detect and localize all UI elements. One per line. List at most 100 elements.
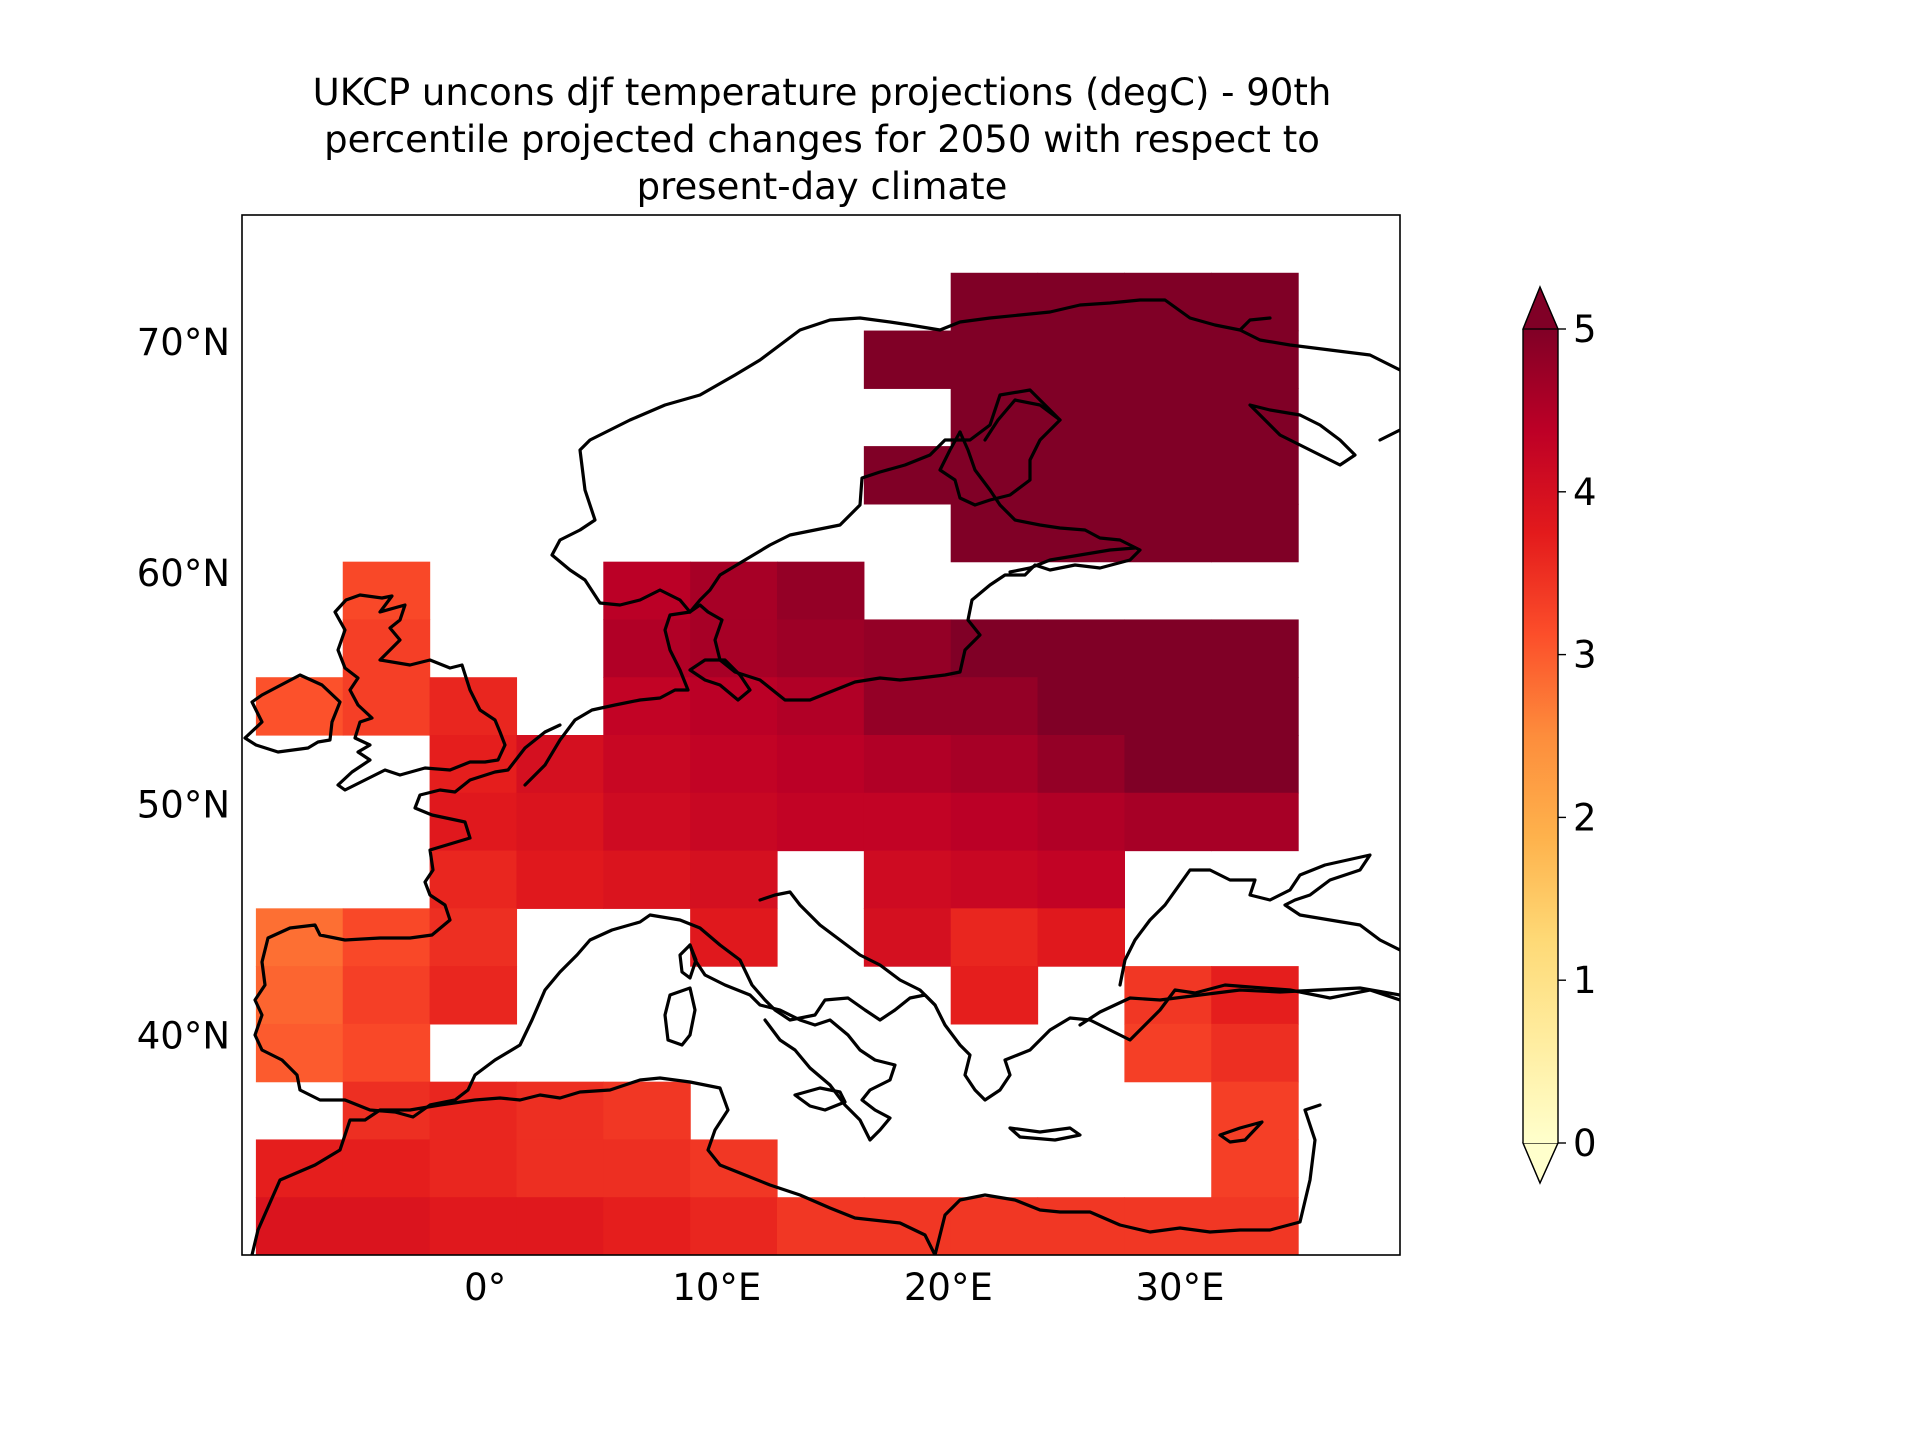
- longitude-tick-labels: 0° 10°E 20°E 30°E: [464, 1266, 1224, 1309]
- grid-cell: [950, 619, 1039, 678]
- grid-cell: [950, 388, 1039, 447]
- longitude-tick-label: 10°E: [672, 1266, 761, 1309]
- grid-cell: [776, 792, 865, 852]
- grid-cell: [863, 619, 952, 678]
- grid-cell: [342, 1197, 431, 1255]
- grid-cell: [863, 735, 952, 794]
- grid-cell: [950, 330, 1039, 389]
- grid-cell: [776, 619, 865, 678]
- grid-cell: [603, 1197, 691, 1255]
- grid-cell: [1037, 735, 1125, 794]
- grid-cell: [1211, 330, 1299, 389]
- grid-cell: [1211, 272, 1299, 332]
- grid-cell: [950, 850, 1039, 909]
- coastline-black-sea: [1118, 853, 1400, 987]
- latitude-tick-label: 50°N: [137, 783, 230, 826]
- coastline-baltic-south: [523, 430, 1142, 787]
- grid-cell: [603, 561, 691, 621]
- grid-cell: [950, 503, 1039, 563]
- grid-cell: [255, 677, 344, 736]
- coastline-balkans-adriatic: [758, 890, 937, 1007]
- grid-cell: [1037, 503, 1125, 563]
- grid-cell: [1037, 792, 1125, 852]
- grid-cell: [1124, 735, 1212, 794]
- grid-cell: [603, 619, 691, 678]
- grid-cell: [1211, 735, 1299, 794]
- chart-title: UKCP uncons djf temperature projections …: [313, 71, 1332, 208]
- grid-cell: [950, 735, 1039, 794]
- grid-cell: [255, 1197, 344, 1255]
- grid-cell: [429, 908, 518, 967]
- grid-cell: [603, 677, 691, 736]
- grid-cell: [1124, 1197, 1212, 1255]
- latitude-tick-label: 40°N: [137, 1014, 230, 1057]
- colorbar-tick-label: 0: [1573, 1122, 1597, 1165]
- grid-cell: [603, 792, 691, 852]
- longitude-tick-label: 0°: [464, 1266, 506, 1309]
- map-frame: [241, 214, 1401, 1256]
- coastline-ireland: [243, 673, 342, 754]
- coastline-sardinia: [663, 986, 697, 1047]
- grid-cell: [603, 850, 691, 909]
- latitude-tick-labels: 40°N 50°N 60°N 70°N: [137, 321, 230, 1057]
- longitude-tick-label: 20°E: [904, 1266, 993, 1309]
- grid-cell: [1124, 619, 1212, 678]
- grid-cell: [429, 792, 518, 852]
- grid-cell: [1124, 446, 1212, 505]
- coastline-gulf-of-finland: [1008, 546, 1137, 574]
- grid-cell: [429, 850, 518, 909]
- grid-cell: [1211, 446, 1299, 505]
- grid-cell: [1124, 792, 1212, 852]
- coastline-kola: [1238, 328, 1400, 372]
- grid-cell: [429, 1197, 518, 1255]
- colorbar-high-extension: [1522, 285, 1559, 330]
- coastline-cyprus: [1218, 1120, 1264, 1144]
- grid-cell: [950, 1197, 1039, 1255]
- grid-cell: [342, 619, 431, 678]
- grid-cell: [516, 1139, 604, 1198]
- grid-cell: [1211, 792, 1299, 852]
- grid-cell: [1124, 1023, 1212, 1083]
- grid-cell: [1211, 1139, 1299, 1198]
- grid-cell: [342, 1023, 431, 1083]
- coastline-denmark: [688, 658, 752, 702]
- grid-cell: [342, 1139, 431, 1198]
- grid-cell: [342, 966, 431, 1025]
- grid-cell: [1037, 677, 1125, 736]
- coastline-norway: [550, 298, 1272, 614]
- grid-cell: [776, 735, 865, 794]
- coastlines: [243, 298, 1400, 1255]
- coastline-arctic-east: [1378, 428, 1400, 442]
- title-line-2: percentile projected changes for 2050 wi…: [324, 118, 1320, 161]
- grid-cell: [776, 561, 865, 621]
- grid-cell: [429, 966, 518, 1025]
- grid-cell: [429, 677, 518, 736]
- colorbar-tick-label: 4: [1573, 471, 1597, 514]
- grid-cell: [690, 1197, 778, 1255]
- grid-cell: [776, 1197, 865, 1255]
- grid-cell: [690, 735, 778, 794]
- grid-cell: [1211, 1023, 1299, 1083]
- grid-cell: [603, 735, 691, 794]
- grid-cell: [516, 1197, 604, 1255]
- grid-cell: [690, 792, 778, 852]
- grid-cell: [429, 1081, 518, 1141]
- grid-cell: [950, 908, 1039, 967]
- grid-cell: [950, 966, 1039, 1025]
- grid-cell: [1037, 850, 1125, 909]
- grid-cell: [429, 735, 518, 794]
- colorbar: 0 1 2 3 4 5: [1522, 285, 1597, 1185]
- grid-cell: [255, 1139, 344, 1198]
- coastline-sweden: [688, 388, 1062, 614]
- grid-cell: [1037, 619, 1125, 678]
- colorbar-tick-label: 2: [1573, 796, 1597, 839]
- grid-cell: [1037, 330, 1125, 389]
- grid-cell: [690, 561, 778, 621]
- coastline-sweden-east: [938, 418, 1062, 507]
- grid-cell: [863, 850, 952, 909]
- grid-cell: [603, 1139, 691, 1198]
- grid-cell: [1124, 388, 1212, 447]
- grid-cell: [863, 677, 952, 736]
- grid-cell: [1211, 677, 1299, 736]
- coastline-mainland-west: [253, 723, 1400, 1119]
